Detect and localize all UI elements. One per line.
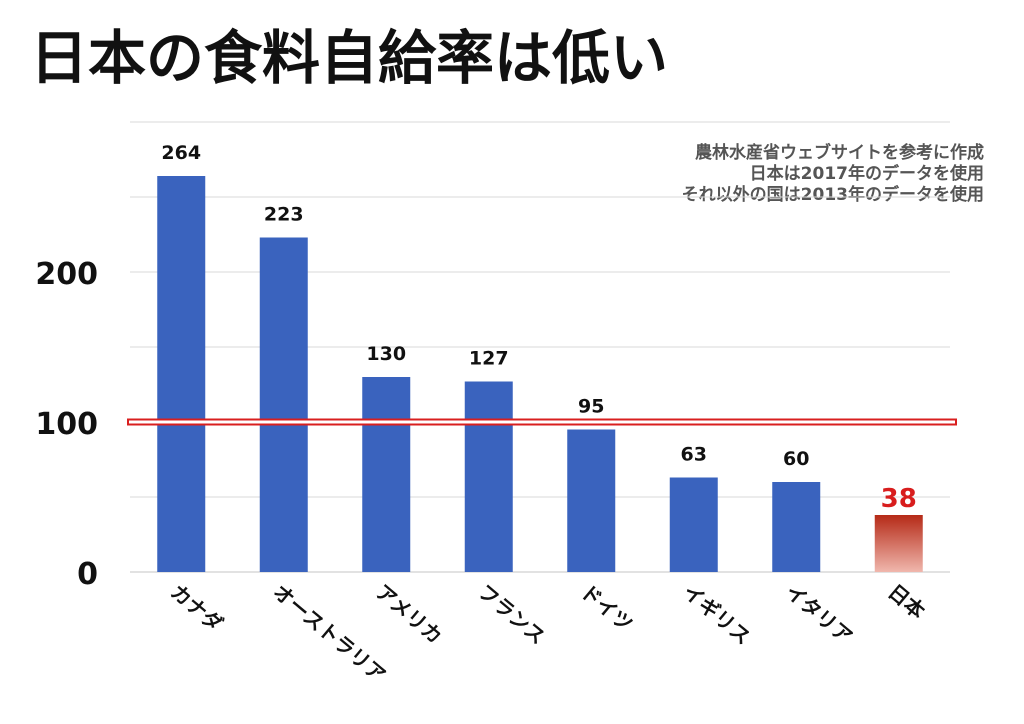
x-tick-label: 日本 (884, 579, 930, 623)
source-note-line: 農林水産省ウェブサイトを参考に作成 (695, 143, 984, 163)
reference-line (127, 418, 957, 426)
x-tick-label: アメリカ (371, 579, 447, 648)
data-label: 127 (469, 348, 509, 370)
x-tick-label: カナダ (166, 579, 227, 636)
bar (464, 381, 513, 572)
x-tick-label: フランス (474, 579, 550, 649)
bars (157, 176, 923, 572)
data-label: 264 (161, 142, 201, 164)
source-note-line: 日本は2017年のデータを使用 (749, 164, 984, 184)
bar (362, 377, 411, 572)
bar (157, 176, 206, 572)
source-note: 農林水産省ウェブサイトを参考に作成 日本は2017年のデータを使用 それ以外の国… (682, 143, 984, 206)
source-note-line: それ以外の国は2013年のデータを使用 (681, 185, 984, 205)
data-label: 60 (783, 448, 809, 470)
y-tick-label: 0 (77, 557, 98, 592)
page-title: 日本の食料自給率は低い (30, 24, 669, 92)
y-tick-label: 200 (35, 257, 98, 292)
reference-line-group (127, 418, 957, 426)
data-label-highlight: 38 (881, 484, 917, 514)
bar (259, 237, 308, 572)
y-axis-ticks: 0 100 200 (35, 257, 98, 592)
bar (669, 477, 718, 572)
bar-highlight (874, 515, 923, 572)
data-label: 223 (264, 204, 304, 226)
bar (772, 482, 821, 572)
data-label: 130 (366, 343, 406, 365)
data-labels: 264 223 130 127 95 63 60 38 (161, 142, 916, 514)
gridlines (130, 121, 950, 573)
bar (567, 429, 616, 572)
data-label: 63 (681, 444, 707, 466)
x-tick-label: イギリス (679, 579, 756, 649)
x-tick-label: ドイツ (576, 579, 637, 636)
x-tick-label: イタリア (781, 579, 857, 648)
y-tick-label: 100 (35, 407, 98, 442)
data-label: 95 (578, 396, 604, 418)
